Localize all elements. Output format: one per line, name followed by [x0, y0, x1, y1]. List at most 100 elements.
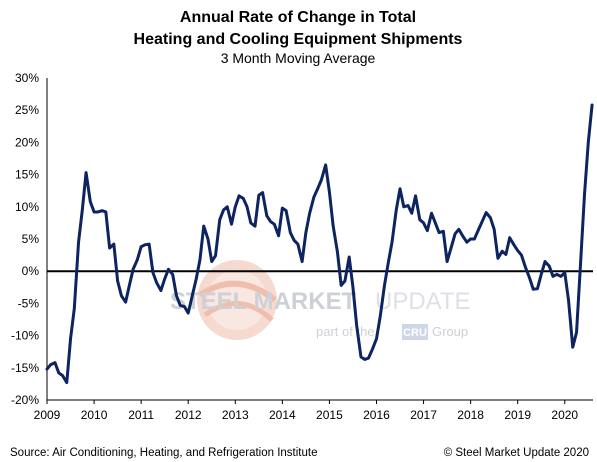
- data-point: [559, 275, 563, 278]
- watermark: STEEL MARKET UPDATE part of the CRU Grou…: [170, 260, 471, 340]
- data-point: [198, 258, 202, 261]
- watermark-globe-icon: [197, 260, 277, 340]
- y-tick-label: -10%: [11, 329, 39, 343]
- data-point: [551, 275, 555, 278]
- data-point: [206, 237, 210, 241]
- data-point: [61, 374, 64, 377]
- data-point: [249, 221, 253, 225]
- data-point: [183, 305, 186, 308]
- data-point: [320, 178, 323, 181]
- data-point: [104, 210, 108, 214]
- data-point: [504, 253, 508, 256]
- data-point: [383, 284, 386, 287]
- data-point: [469, 237, 472, 241]
- data-point: [277, 234, 280, 237]
- data-point: [343, 279, 347, 283]
- data-point: [53, 361, 57, 364]
- data-point: [516, 249, 519, 252]
- watermark-cru: CRU: [403, 327, 427, 339]
- data-point: [355, 324, 358, 328]
- data-point: [575, 331, 578, 334]
- y-tick-label: 0%: [22, 264, 40, 278]
- data-point: [328, 190, 331, 194]
- data-point: [49, 363, 52, 366]
- data-point: [96, 210, 100, 214]
- data-point: [167, 268, 170, 271]
- source-note: Source: Air Conditioning, Heating, and R…: [10, 447, 318, 459]
- data-point: [430, 212, 433, 215]
- y-tick-label: 15%: [15, 168, 39, 182]
- data-point: [112, 242, 116, 246]
- data-point: [583, 192, 586, 196]
- data-point: [124, 300, 127, 304]
- y-tick-label: -15%: [11, 361, 39, 375]
- data-point: [590, 103, 594, 107]
- y-tick-label: 10%: [15, 200, 39, 214]
- data-point: [410, 212, 413, 215]
- data-point: [536, 287, 539, 290]
- data-point: [312, 195, 316, 199]
- y-tick-label: -5%: [18, 296, 40, 310]
- watermark-cru-box: [402, 324, 428, 340]
- data-point: [477, 228, 480, 231]
- data-point: [214, 254, 217, 257]
- copyright-note: © Steel Market Update 2020: [444, 447, 589, 459]
- x-tick-label: 2011: [128, 408, 154, 422]
- data-point: [563, 271, 566, 274]
- watermark-brand-bold: STEEL MARKET: [170, 288, 357, 315]
- data-point: [548, 264, 551, 268]
- data-point: [520, 253, 523, 257]
- data-point: [139, 245, 143, 248]
- data-point: [84, 171, 88, 174]
- x-tick-label: 2015: [316, 408, 343, 422]
- data-point: [367, 356, 370, 360]
- data-point: [492, 228, 496, 231]
- data-point: [316, 187, 319, 190]
- data-point: [100, 209, 104, 212]
- data-point: [461, 234, 464, 237]
- data-point: [108, 246, 111, 250]
- data-point: [253, 224, 257, 228]
- x-tick-label: 2012: [175, 408, 202, 422]
- data-point: [528, 276, 531, 279]
- x-tick-label: 2020: [551, 408, 578, 422]
- data-point: [69, 337, 72, 341]
- data-point: [375, 337, 378, 341]
- data-point: [92, 210, 96, 214]
- x-tick-label: 2019: [504, 408, 531, 422]
- data-point: [445, 260, 449, 263]
- data-point: [359, 355, 363, 359]
- data-point: [422, 221, 425, 225]
- data-point: [210, 260, 213, 263]
- data-point: [457, 228, 461, 231]
- data-point: [540, 273, 543, 276]
- data-point: [351, 286, 355, 289]
- data-point: [442, 230, 445, 233]
- data-point: [57, 371, 60, 375]
- data-point: [257, 194, 261, 197]
- data-point: [449, 247, 453, 250]
- data-point: [163, 277, 166, 281]
- data-point: [347, 255, 351, 259]
- data-point: [218, 218, 221, 221]
- data-point: [379, 315, 382, 318]
- data-point: [398, 187, 402, 190]
- data-point: [331, 224, 335, 228]
- data-point: [147, 242, 151, 246]
- data-point: [179, 304, 182, 307]
- data-point: [171, 273, 174, 276]
- watermark-group: Group: [432, 324, 468, 339]
- data-point: [336, 250, 339, 254]
- data-point: [387, 261, 390, 265]
- chart-title-line2: Heating and Cooling Equipment Shipments: [134, 31, 463, 48]
- data-point: [579, 266, 582, 270]
- data-point: [81, 208, 84, 212]
- data-point: [300, 260, 304, 263]
- data-point: [371, 347, 374, 350]
- data-point: [284, 209, 288, 212]
- data-point: [45, 367, 49, 371]
- data-point: [237, 194, 241, 198]
- data-point: [131, 268, 135, 271]
- y-axis-ticks: 30% 25% 20% 15% 10% 5% 0% -5% -10% -15% -20%: [11, 71, 39, 407]
